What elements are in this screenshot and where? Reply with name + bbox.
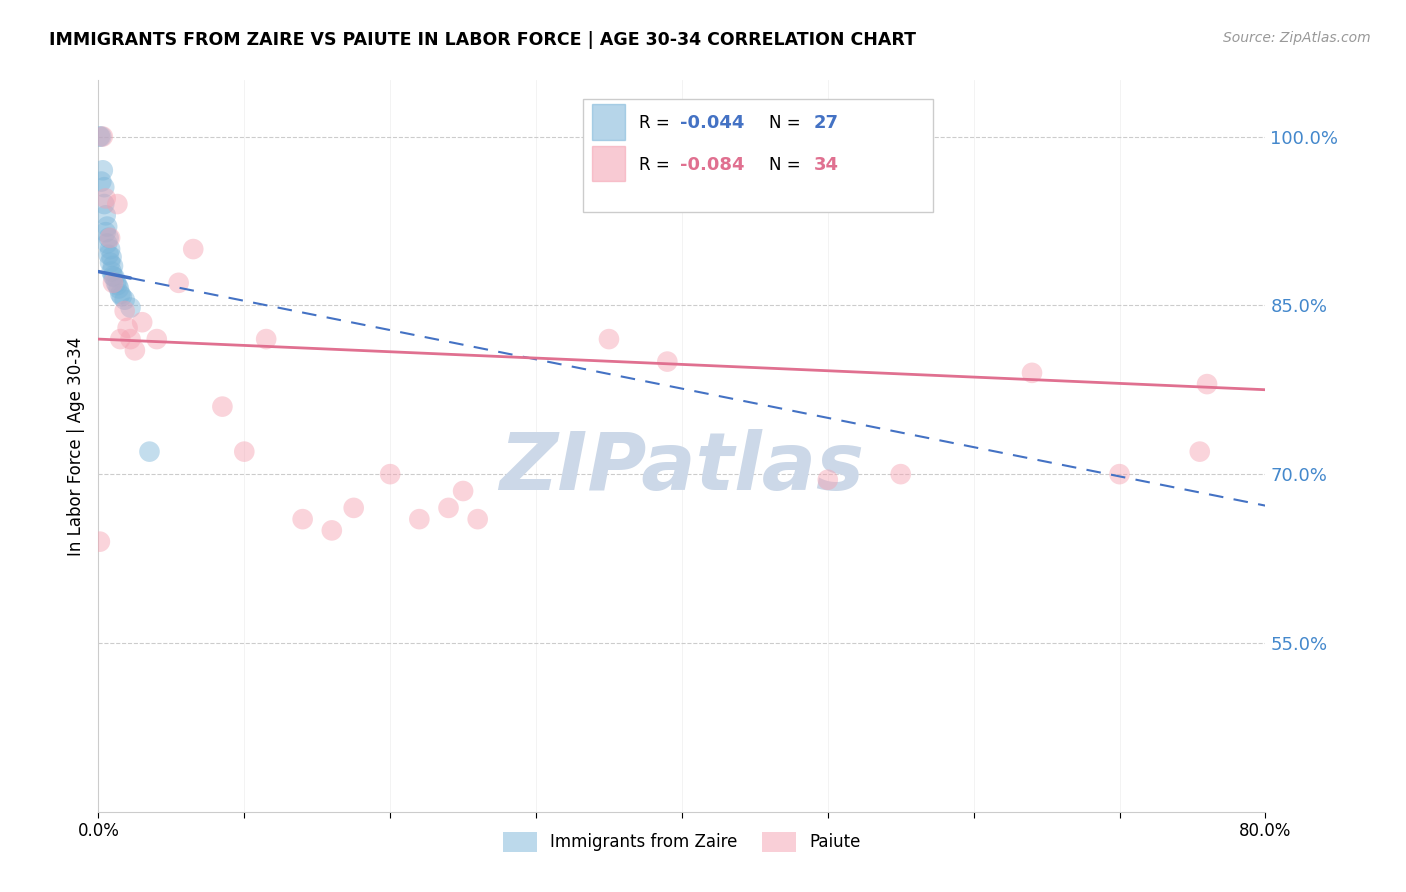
Point xyxy=(94,208,117,222)
Point xyxy=(408,512,430,526)
Y-axis label: In Labor Force | Age 30-34: In Labor Force | Age 30-34 xyxy=(66,336,84,556)
Point xyxy=(120,332,142,346)
Bar xyxy=(592,104,624,139)
Point xyxy=(96,236,118,251)
Point xyxy=(437,500,460,515)
Text: -0.044: -0.044 xyxy=(679,114,744,132)
Point xyxy=(110,332,132,346)
Point xyxy=(181,242,204,256)
Point xyxy=(657,354,679,368)
Point xyxy=(211,400,233,414)
Point xyxy=(89,534,111,549)
Text: 34: 34 xyxy=(814,156,839,174)
Point xyxy=(97,248,120,262)
Point xyxy=(817,473,839,487)
Point xyxy=(233,444,256,458)
Text: R =: R = xyxy=(638,114,675,132)
Point xyxy=(105,197,128,211)
Point xyxy=(120,301,142,315)
Point xyxy=(103,270,125,285)
Point xyxy=(117,321,139,335)
Point xyxy=(1195,377,1218,392)
Point xyxy=(321,524,343,538)
FancyBboxPatch shape xyxy=(582,99,932,212)
Point xyxy=(101,259,124,273)
Point xyxy=(98,231,121,245)
Point xyxy=(91,129,114,144)
Point xyxy=(108,281,131,295)
Point xyxy=(291,512,314,526)
Point xyxy=(131,315,153,329)
Point xyxy=(467,512,489,526)
Point xyxy=(890,467,912,482)
Point xyxy=(124,343,146,358)
Point xyxy=(1108,467,1130,482)
Point xyxy=(111,289,134,303)
Point xyxy=(97,231,120,245)
Text: Source: ZipAtlas.com: Source: ZipAtlas.com xyxy=(1223,31,1371,45)
Text: ZIPatlas: ZIPatlas xyxy=(499,429,865,507)
Point xyxy=(96,219,118,234)
Text: -0.084: -0.084 xyxy=(679,156,744,174)
Point xyxy=(343,500,366,515)
Point xyxy=(100,264,122,278)
Text: N =: N = xyxy=(769,114,806,132)
Bar xyxy=(592,146,624,181)
Point xyxy=(451,483,474,498)
Point xyxy=(93,197,115,211)
Point xyxy=(105,278,128,293)
Point xyxy=(90,175,112,189)
Point xyxy=(110,287,132,301)
Point xyxy=(100,250,122,264)
Point xyxy=(138,444,160,458)
Text: IMMIGRANTS FROM ZAIRE VS PAIUTE IN LABOR FORCE | AGE 30-34 CORRELATION CHART: IMMIGRANTS FROM ZAIRE VS PAIUTE IN LABOR… xyxy=(49,31,917,49)
Point xyxy=(94,225,117,239)
Text: N =: N = xyxy=(769,156,806,174)
Point xyxy=(598,332,620,346)
Point xyxy=(114,304,136,318)
Point xyxy=(98,242,121,256)
Point xyxy=(104,276,127,290)
Point xyxy=(1021,366,1043,380)
Point xyxy=(101,276,124,290)
Point xyxy=(114,293,136,307)
Point xyxy=(93,180,115,194)
Point xyxy=(254,332,277,346)
Point xyxy=(98,255,121,269)
Point xyxy=(90,129,112,144)
Text: 27: 27 xyxy=(814,114,839,132)
Text: R =: R = xyxy=(638,156,675,174)
Point xyxy=(101,269,124,284)
Point xyxy=(91,163,114,178)
Point xyxy=(146,332,169,346)
Point xyxy=(167,276,190,290)
Legend: Immigrants from Zaire, Paiute: Immigrants from Zaire, Paiute xyxy=(496,826,868,858)
Point xyxy=(89,129,111,144)
Point xyxy=(1188,444,1211,458)
Point xyxy=(94,191,117,205)
Point xyxy=(380,467,402,482)
